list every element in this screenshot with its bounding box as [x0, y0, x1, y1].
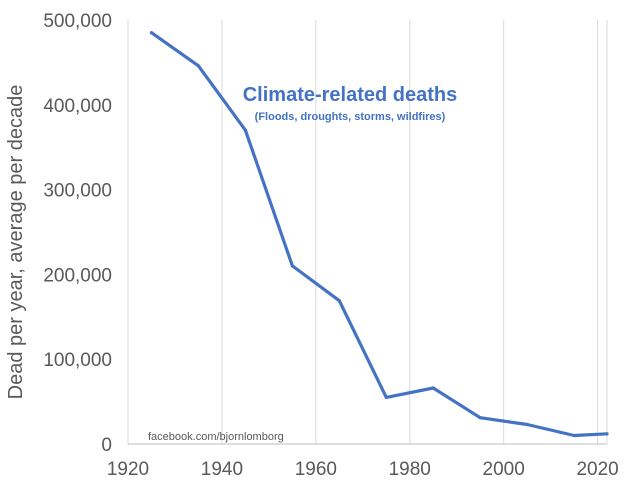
data-point: [525, 422, 529, 427]
y-tick-label: 100,000: [43, 350, 112, 371]
data-point: [243, 128, 248, 132]
x-tick-label: 2000: [483, 459, 525, 480]
x-tick-label: 1980: [389, 459, 431, 480]
axes: 1920 1940 1960 1980 2000 2020 0 100,000 200,000 3…: [43, 11, 618, 480]
data-point: [196, 64, 201, 68]
data-point: [431, 386, 435, 390]
x-tick-label: 1920: [107, 459, 149, 480]
y-tick-label: 300,000: [43, 181, 112, 202]
gridlines: [127, 20, 608, 444]
labels: Dead per year, average per decade Climat…: [5, 84, 457, 443]
x-tick-label: 1940: [201, 459, 243, 480]
data-point: [605, 432, 609, 436]
y-tick-label: 400,000: [43, 96, 112, 117]
data-point: [478, 416, 482, 420]
data-point: [290, 264, 294, 268]
x-tick-label: 1960: [295, 459, 337, 480]
y-tick-label: 200,000: [43, 265, 112, 286]
data-point: [337, 299, 341, 303]
y-tick-label: 500,000: [43, 11, 112, 32]
data-point: [149, 31, 154, 35]
y-axis-title: Dead per year, average per decade: [5, 85, 27, 400]
data-point: [572, 433, 576, 438]
chart-subtitle: (Floods, droughts, storms, wildfires): [255, 111, 446, 123]
chart-title: Climate-related deaths: [243, 84, 458, 106]
y-tick-label: 0: [101, 435, 112, 456]
series-layer: [149, 31, 609, 438]
source-note: facebook.com/bjornlomborg: [148, 431, 284, 443]
x-tick-label: 2020: [576, 459, 618, 480]
data-point: [384, 395, 388, 399]
